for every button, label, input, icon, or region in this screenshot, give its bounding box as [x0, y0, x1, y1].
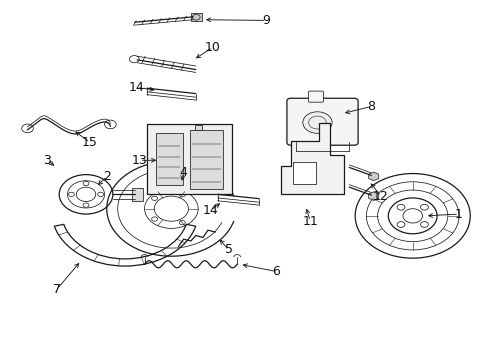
Text: 7: 7 [53, 283, 61, 296]
Text: 10: 10 [204, 41, 220, 54]
Text: 8: 8 [366, 100, 374, 113]
Text: 6: 6 [272, 265, 280, 278]
Text: 14: 14 [202, 204, 218, 217]
Polygon shape [281, 123, 344, 194]
Text: 2: 2 [103, 170, 111, 183]
Text: 12: 12 [372, 190, 388, 203]
Text: 11: 11 [302, 215, 318, 228]
Text: 15: 15 [82, 136, 98, 149]
Polygon shape [194, 126, 202, 130]
Text: 4: 4 [179, 166, 187, 179]
Polygon shape [156, 134, 182, 185]
Bar [190, 13, 201, 21]
Bar [147, 125, 232, 194]
Polygon shape [189, 130, 223, 189]
Text: 9: 9 [262, 14, 270, 27]
FancyBboxPatch shape [308, 91, 323, 102]
FancyBboxPatch shape [286, 98, 357, 145]
Text: 5: 5 [224, 243, 232, 256]
Bar [132, 188, 143, 201]
Text: 14: 14 [128, 81, 144, 94]
Text: 1: 1 [454, 208, 462, 221]
Text: 3: 3 [43, 154, 51, 167]
Polygon shape [293, 162, 315, 184]
Text: 13: 13 [132, 154, 147, 167]
Circle shape [302, 112, 331, 133]
